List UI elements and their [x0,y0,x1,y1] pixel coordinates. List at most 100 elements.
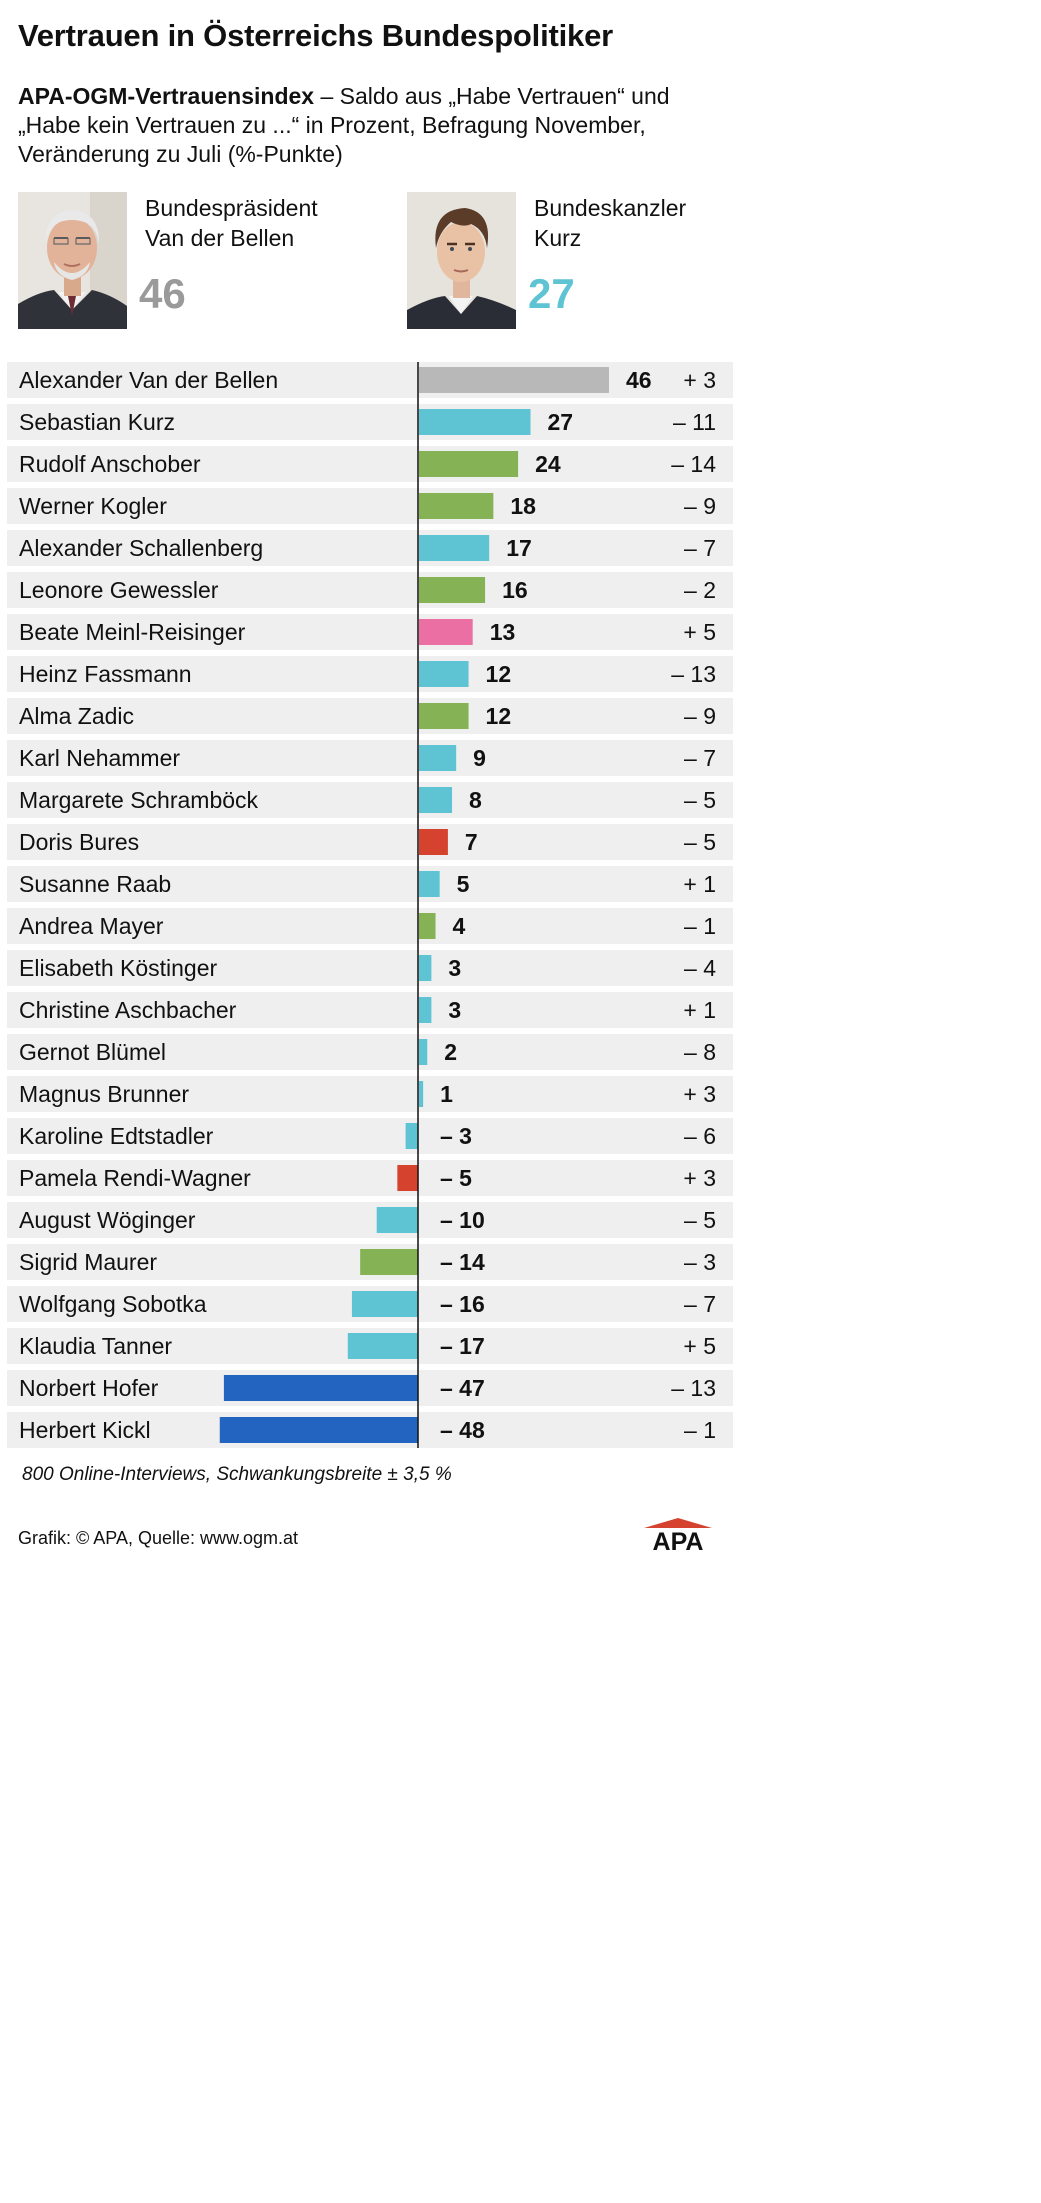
value-label: 1 [440,1081,453,1107]
politician-name: Sebastian Kurz [19,409,175,435]
row-background [7,782,733,818]
row-background [7,1076,733,1112]
bar [419,619,473,645]
change-label: + 5 [683,1333,716,1359]
change-label: – 3 [684,1249,716,1275]
bar [397,1165,418,1191]
politician-name: Werner Kogler [19,493,167,519]
value-label: – 10 [440,1207,485,1233]
politician-name: Herbert Kickl [19,1417,151,1443]
value-label: 9 [473,745,486,771]
politician-name: Elisabeth Köstinger [19,955,218,981]
politician-name: Gernot Blümel [19,1039,166,1065]
politician-name: Rudolf Anschober [19,451,201,477]
value-label: 3 [448,955,461,981]
change-label: + 3 [683,1165,716,1191]
row-background [7,656,733,692]
row-background [7,530,733,566]
change-label: + 5 [683,619,716,645]
bar [419,535,490,561]
change-label: – 1 [684,913,716,939]
bar [419,451,519,477]
value-label: 17 [506,535,532,561]
value-label: 12 [486,661,512,687]
politician-name: Alexander Van der Bellen [19,367,278,393]
value-label: 16 [502,577,528,603]
bar [219,1417,418,1443]
change-label: – 5 [684,1207,716,1233]
bar [419,493,494,519]
featured-president-role: Bundespräsident [145,195,318,221]
bar [347,1333,418,1359]
change-label: – 1 [684,1417,716,1443]
featured-chancellor-role: Bundeskanzler [534,195,687,221]
politician-name: Susanne Raab [19,871,171,897]
footnote: 800 Online-Interviews, Schwankungsbreite… [22,1464,452,1485]
value-label: 46 [626,367,652,393]
chart-subtitle: APA-OGM-Vertrauensindex – Saldo aus „Hab… [18,82,718,169]
value-label: 24 [535,451,561,477]
bar [419,787,453,813]
featured-chancellor: Bundeskanzler Kurz 27 [407,192,737,329]
change-label: – 9 [684,703,716,729]
row-background [7,488,733,524]
subtitle-bold: APA-OGM-Vertrauensindex [18,83,315,109]
bar [419,703,469,729]
politician-name: Heinz Fassmann [19,661,192,687]
politician-name: Margarete Schramböck [19,787,259,813]
value-label: 8 [469,787,482,813]
change-label: – 14 [671,451,716,477]
politician-name: Christine Aschbacher [19,997,237,1023]
row-background [7,404,733,440]
row-background [7,1118,733,1154]
value-label: – 16 [440,1291,485,1317]
politician-name: Andrea Mayer [19,913,164,939]
bar-chart: Alexander Van der Bellen 46 + 3 Sebastian K… [7,362,733,1448]
politician-name: Magnus Brunner [19,1081,189,1107]
politician-name: Sigrid Maurer [19,1249,157,1275]
bar [405,1123,418,1149]
bar [419,577,486,603]
portrait-van-der-bellen [18,192,127,329]
row-background [7,866,733,902]
value-label: – 5 [440,1165,472,1191]
change-label: + 3 [683,367,716,393]
bar [419,955,432,981]
bar [223,1375,418,1401]
featured-president-value: 46 [139,270,186,317]
featured-chancellor-label: Bundeskanzler Kurz [534,193,686,253]
change-label: – 7 [684,1291,716,1317]
change-label: – 8 [684,1039,716,1065]
logo-text: APA [653,1528,704,1552]
politician-name: Leonore Gewessler [19,577,219,603]
row-background [7,950,733,986]
value-label: – 48 [440,1417,485,1443]
value-label: 18 [510,493,536,519]
subtitle-text: – Saldo aus „Habe Vertrauen“ und „Habe k… [18,83,670,167]
featured-chancellor-name: Kurz [534,225,582,251]
change-label: – 7 [684,745,716,771]
bar [419,661,469,687]
row-background [7,1034,733,1070]
change-label: + 1 [683,871,716,897]
change-label: + 3 [683,1081,716,1107]
row-background [7,1160,733,1196]
bar [419,409,531,435]
politician-name: August Wöginger [19,1207,196,1233]
value-label: – 17 [440,1333,485,1359]
value-label: 12 [486,703,512,729]
change-label: – 5 [684,787,716,813]
politician-name: Doris Bures [19,829,139,855]
row-background [7,908,733,944]
bar [419,913,436,939]
bar [351,1291,418,1317]
value-label: 2 [444,1039,457,1065]
row-background [7,992,733,1028]
politician-name: Karl Nehammer [19,745,180,771]
bar [419,871,440,897]
bar [360,1249,418,1275]
apa-logo: APA [636,1516,720,1552]
bar [376,1207,418,1233]
bar [419,829,448,855]
bar [419,997,432,1023]
